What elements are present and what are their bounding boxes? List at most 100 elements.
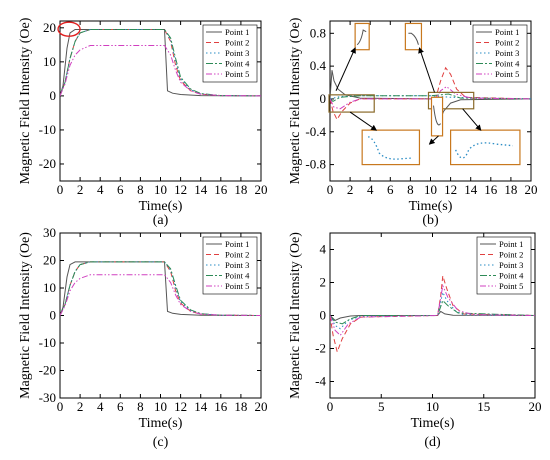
x-tick-label: 0 xyxy=(327,182,334,197)
legend-label: Point 3 xyxy=(495,48,519,58)
x-tick-label: 16 xyxy=(214,399,228,414)
legend-label: Point 5 xyxy=(499,281,523,291)
legend-label: Point 1 xyxy=(225,239,249,249)
x-tick-label: 2 xyxy=(77,399,84,414)
series-line xyxy=(60,261,261,316)
x-tick-label: 20 xyxy=(255,399,268,414)
x-tick-label: 0 xyxy=(57,399,64,414)
legend-label: Point 2 xyxy=(225,250,249,260)
y-tick-label: -10 xyxy=(39,122,56,137)
x-tick-label: 14 xyxy=(464,182,478,197)
x-tick-label: 10 xyxy=(154,399,167,414)
legend-label: Point 4 xyxy=(225,59,250,69)
arrow xyxy=(335,47,356,91)
inset-box xyxy=(450,129,521,166)
x-tick-label: 16 xyxy=(214,182,228,197)
chart-panel: 0 2 4 6 8 10 12 14 16 18 20-0.8-0.400.40.8Time(s)M… xyxy=(288,17,538,228)
legend-label: Point 5 xyxy=(225,281,249,291)
panel-caption: (a) xyxy=(153,213,169,228)
x-tick-label: 4 xyxy=(367,182,374,197)
y-tick-label: -4 xyxy=(315,374,326,389)
arrow xyxy=(462,108,482,131)
y-tick-label: 30 xyxy=(43,225,56,240)
inset-curve xyxy=(455,142,513,159)
x-tick-label: 4 xyxy=(97,399,104,414)
legend-label: Point 1 xyxy=(499,239,523,249)
y-axis-label: Magnetic Field Intensity (Oe) xyxy=(18,232,33,399)
x-tick-label: 14 xyxy=(194,182,208,197)
series-line xyxy=(60,274,261,316)
y-tick-label: -10 xyxy=(39,335,56,350)
legend-label: Point 5 xyxy=(495,69,519,79)
chart-panel: 0 2 4 6 8 10 12 14 16 18 20-30-20-100102030Time(s)… xyxy=(18,225,268,450)
series-line xyxy=(330,284,535,337)
y-tick-label: 20 xyxy=(43,253,56,268)
x-tick-label: 8 xyxy=(137,182,144,197)
x-axis-label: Time(s) xyxy=(411,416,455,431)
x-tick-label: 0 xyxy=(327,399,334,414)
legend-label: Point 5 xyxy=(225,69,249,79)
x-tick-label: 2 xyxy=(77,182,84,197)
legend-label: Point 3 xyxy=(225,48,249,58)
zoom-curve xyxy=(356,29,367,46)
x-tick-label: 18 xyxy=(234,399,247,414)
x-tick-label: 14 xyxy=(194,399,208,414)
legend-label: Point 4 xyxy=(499,271,524,281)
y-tick-label: 2 xyxy=(320,275,327,290)
x-tick-label: 18 xyxy=(234,182,247,197)
x-tick-label: 12 xyxy=(174,399,187,414)
x-tick-label: 4 xyxy=(97,182,104,197)
x-tick-label: 8 xyxy=(407,182,414,197)
x-tick-label: 6 xyxy=(387,182,394,197)
legend-label: Point 2 xyxy=(495,38,519,48)
peak-box xyxy=(430,96,444,137)
x-tick-label: 2 xyxy=(347,182,354,197)
y-tick-label: 0.8 xyxy=(310,25,326,40)
y-tick-label: 0 xyxy=(320,91,327,106)
legend-box xyxy=(202,236,258,295)
series-line xyxy=(60,29,261,97)
x-tick-label: 0 xyxy=(57,182,64,197)
x-tick-label: 10 xyxy=(154,182,167,197)
legend-label: Point 4 xyxy=(225,271,250,281)
inset-annotations xyxy=(328,22,521,166)
legend-label: Point 3 xyxy=(499,260,523,270)
series-line xyxy=(330,290,535,330)
x-axis-label: Time(s) xyxy=(139,199,183,214)
highlight-ellipse xyxy=(57,21,81,37)
arrow xyxy=(349,111,378,131)
x-tick-label: 10 xyxy=(424,182,437,197)
x-tick-label: 15 xyxy=(477,399,490,414)
y-axis-label: Magnetic Field Intensity (Oe) xyxy=(288,232,303,399)
legend-box xyxy=(472,24,528,83)
y-tick-label: 20 xyxy=(43,20,56,35)
series-line xyxy=(60,261,261,316)
x-tick-label: 20 xyxy=(525,182,538,197)
legend-label: Point 3 xyxy=(225,260,249,270)
inset-box xyxy=(361,129,421,166)
chart-panel: 0 2 4 6 8 10 12 14 16 18 20-20-1001020Time(s)Magne… xyxy=(18,17,268,228)
series-group xyxy=(60,29,261,97)
series-line xyxy=(330,275,535,354)
x-tick-label: 10 xyxy=(426,399,439,414)
series-line xyxy=(330,93,531,103)
x-tick-label: 8 xyxy=(137,399,144,414)
x-tick-label: 20 xyxy=(255,182,268,197)
y-tick-label: 0 xyxy=(50,308,57,323)
x-tick-label: 12 xyxy=(174,182,187,197)
y-tick-label: 0.4 xyxy=(310,58,327,73)
legend-box xyxy=(202,24,258,83)
y-tick-label: -20 xyxy=(39,363,56,378)
panel-caption: (d) xyxy=(424,435,441,450)
y-tick-label: 4 xyxy=(320,242,327,257)
x-tick-label: 18 xyxy=(504,182,517,197)
arrow xyxy=(428,135,439,145)
inset-curve xyxy=(367,136,413,160)
y-tick-label: 10 xyxy=(43,280,56,295)
legend-label: Point 2 xyxy=(225,38,249,48)
